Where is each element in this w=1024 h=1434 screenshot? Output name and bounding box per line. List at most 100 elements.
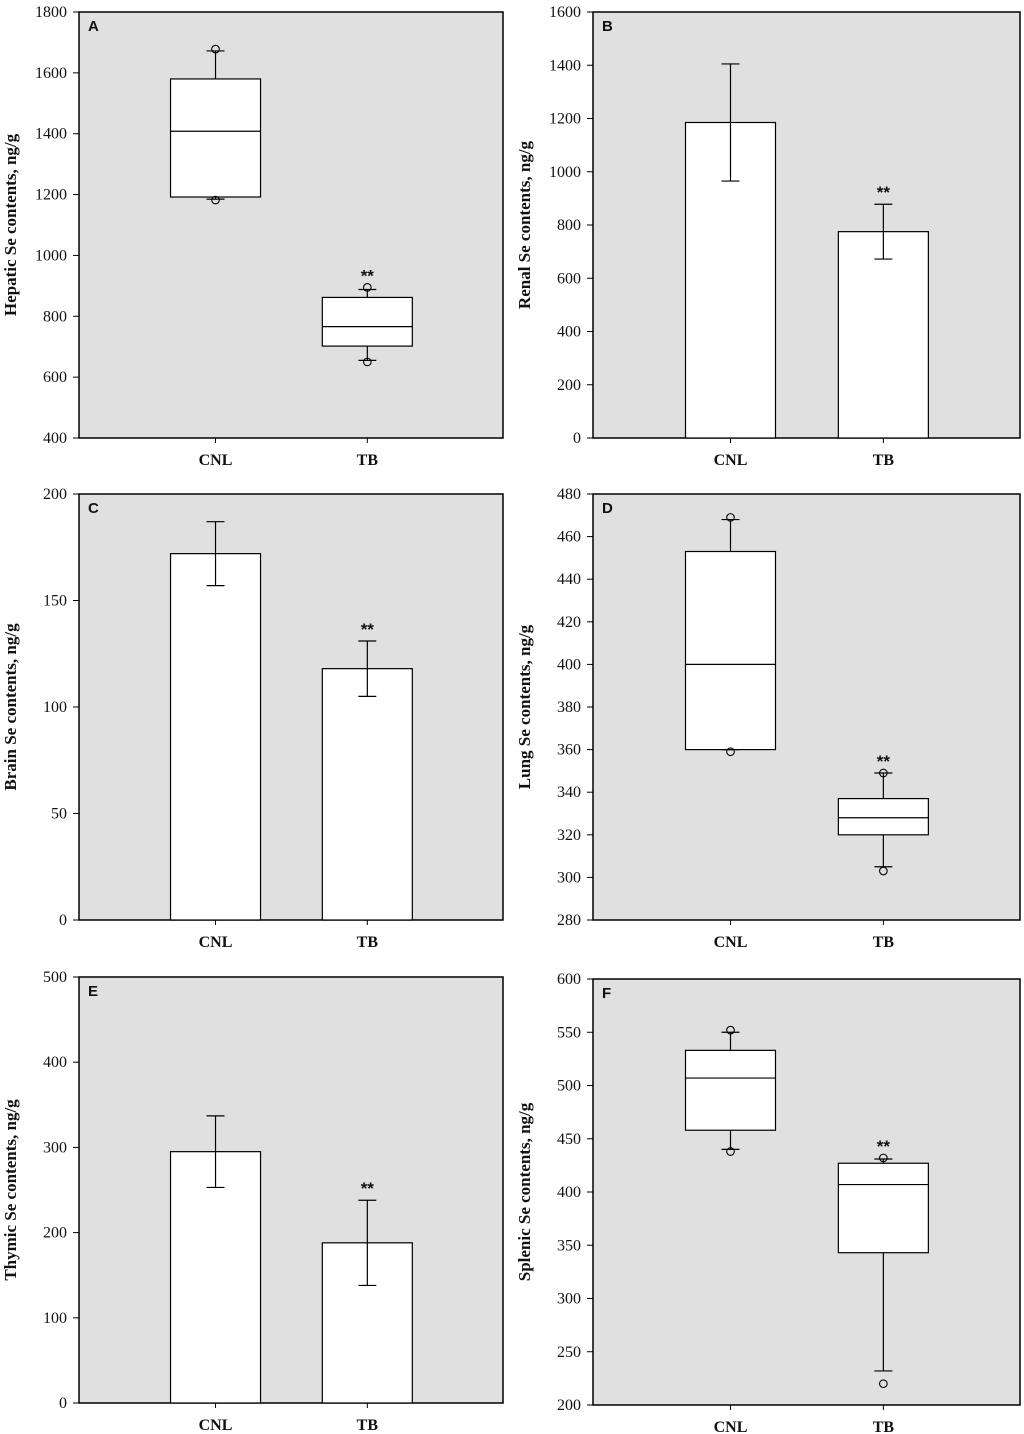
box-cnl xyxy=(684,1049,777,1131)
chart-panel-d: D 280 300 320 340 360 380 400 420 440 460 480 Lung S… xyxy=(515,486,1021,951)
category-label-cnl: CNL xyxy=(199,934,233,951)
y-tick-label: 100 xyxy=(43,1310,67,1327)
bar-tb xyxy=(321,668,413,921)
category-label-cnl: CNL xyxy=(714,1419,748,1434)
y-tick-label: 380 xyxy=(557,699,581,716)
box-tb xyxy=(321,296,413,347)
y-tick-label: 340 xyxy=(557,784,581,801)
y-axis-title: Lung Se contents, ng/g xyxy=(515,624,534,789)
chart-panel-f: F 200 250 300 350 400 450 500 550 600 Splenic Se c… xyxy=(515,971,1021,1434)
outlier-point xyxy=(362,283,372,292)
box-tb xyxy=(837,1162,929,1254)
box-tb xyxy=(837,797,929,836)
y-tick-label: 450 xyxy=(557,1131,581,1148)
y-tick-label: 0 xyxy=(59,912,67,929)
bar-tb xyxy=(837,231,929,439)
y-tick-label: 600 xyxy=(557,270,581,287)
outlier-point xyxy=(879,866,888,876)
y-tick-label: 440 xyxy=(557,571,581,588)
bar-cnl xyxy=(169,553,262,921)
y-tick-label: 1400 xyxy=(35,126,67,143)
y-tick-label: 200 xyxy=(43,1225,67,1242)
y-tick-label: 1600 xyxy=(549,4,581,21)
category-label-cnl: CNL xyxy=(714,452,748,469)
y-tick-label: 200 xyxy=(557,377,581,394)
y-tick-label: 460 xyxy=(557,529,581,546)
y-tick-label: 1800 xyxy=(35,4,67,21)
y-tick-label: 1000 xyxy=(549,164,581,181)
chart-panel-e: E 0 100 200 300 400 500 Thymic Se contents, ng/… xyxy=(1,969,504,1434)
y-tick-label: 400 xyxy=(43,1054,67,1071)
outlier-point xyxy=(726,513,735,522)
outlier-point xyxy=(726,747,735,757)
y-tick-label: 400 xyxy=(557,656,581,673)
y-tick-label: 800 xyxy=(557,217,581,234)
y-tick-label: 500 xyxy=(557,1078,581,1095)
plot-area xyxy=(78,493,504,921)
outlier-point xyxy=(879,1379,888,1389)
y-axis-title: Hepatic Se contents, ng/g xyxy=(1,133,20,316)
y-tick-label: 280 xyxy=(557,912,581,929)
y-tick-label: 480 xyxy=(557,486,581,503)
y-tick-label: 600 xyxy=(43,369,67,386)
y-tick-label: 550 xyxy=(557,1024,581,1041)
plot-area xyxy=(592,493,1021,921)
significance-marker: ** xyxy=(361,1179,375,1198)
y-tick-label: 500 xyxy=(43,969,67,986)
y-tick-label: 400 xyxy=(557,324,581,341)
y-tick-label: 150 xyxy=(43,593,67,610)
chart-panel-a: A 400 600 800 1000 1200 1400 1600 1800 Hepatic Se… xyxy=(1,4,504,469)
y-axis-title: Brain Se contents, ng/g xyxy=(1,623,20,791)
outlier-point xyxy=(879,1153,888,1163)
category-label-cnl: CNL xyxy=(714,934,748,951)
panel-letter: E xyxy=(88,983,98,1000)
category-label-tb: TB xyxy=(873,1419,895,1434)
chart-panel-c: C 0 50 100 150 200 Brain Se contents, ng/g CNL T… xyxy=(1,486,504,951)
outlier-point xyxy=(726,1147,735,1156)
significance-marker: ** xyxy=(877,752,891,771)
y-tick-label: 400 xyxy=(43,430,67,447)
box-cnl xyxy=(684,550,777,751)
y-axis-title: Splenic Se contents, ng/g xyxy=(515,1102,534,1281)
y-axis-title: Thymic Se contents, ng/g xyxy=(1,1099,20,1281)
y-tick-label: 1000 xyxy=(35,247,67,264)
outlier-point xyxy=(726,1025,735,1035)
y-tick-label: 400 xyxy=(557,1184,581,1201)
plot-area xyxy=(592,11,1021,439)
y-tick-label: 300 xyxy=(43,1139,67,1156)
y-tick-label: 1400 xyxy=(549,57,581,74)
outlier-point xyxy=(362,357,372,367)
category-label-tb: TB xyxy=(357,934,379,951)
outlier-point xyxy=(879,768,888,778)
panel-letter: B xyxy=(602,18,613,35)
panel-letter: F xyxy=(602,985,611,1002)
y-axis-title: Renal Se contents, ng/g xyxy=(515,140,534,309)
panel-letter: D xyxy=(602,500,613,517)
y-tick-label: 800 xyxy=(43,308,67,325)
y-tick-label: 350 xyxy=(557,1237,581,1254)
category-label-tb: TB xyxy=(357,1417,379,1434)
outlier-point xyxy=(211,44,220,54)
chart-panel-b: B 0 200 400 600 800 1000 1200 1400 1600 Renal Se c… xyxy=(515,4,1021,469)
y-tick-label: 600 xyxy=(557,971,581,988)
y-tick-label: 0 xyxy=(59,1395,67,1412)
bar-cnl xyxy=(169,1151,262,1404)
y-tick-label: 50 xyxy=(51,806,67,823)
outlier-point xyxy=(211,195,220,205)
plot-area xyxy=(78,976,504,1404)
panel-letter: A xyxy=(88,18,99,35)
category-label-cnl: CNL xyxy=(199,1417,233,1434)
y-tick-label: 300 xyxy=(557,869,581,886)
significance-marker: ** xyxy=(361,266,375,285)
significance-marker: ** xyxy=(877,1137,891,1156)
plot-area xyxy=(78,11,504,439)
y-tick-label: 320 xyxy=(557,827,581,844)
panel-letter: C xyxy=(88,500,99,517)
y-tick-label: 250 xyxy=(557,1344,581,1361)
y-tick-label: 300 xyxy=(557,1291,581,1308)
category-label-tb: TB xyxy=(873,452,895,469)
y-tick-label: 200 xyxy=(43,486,67,503)
box-cnl xyxy=(169,78,262,198)
y-tick-label: 420 xyxy=(557,614,581,631)
